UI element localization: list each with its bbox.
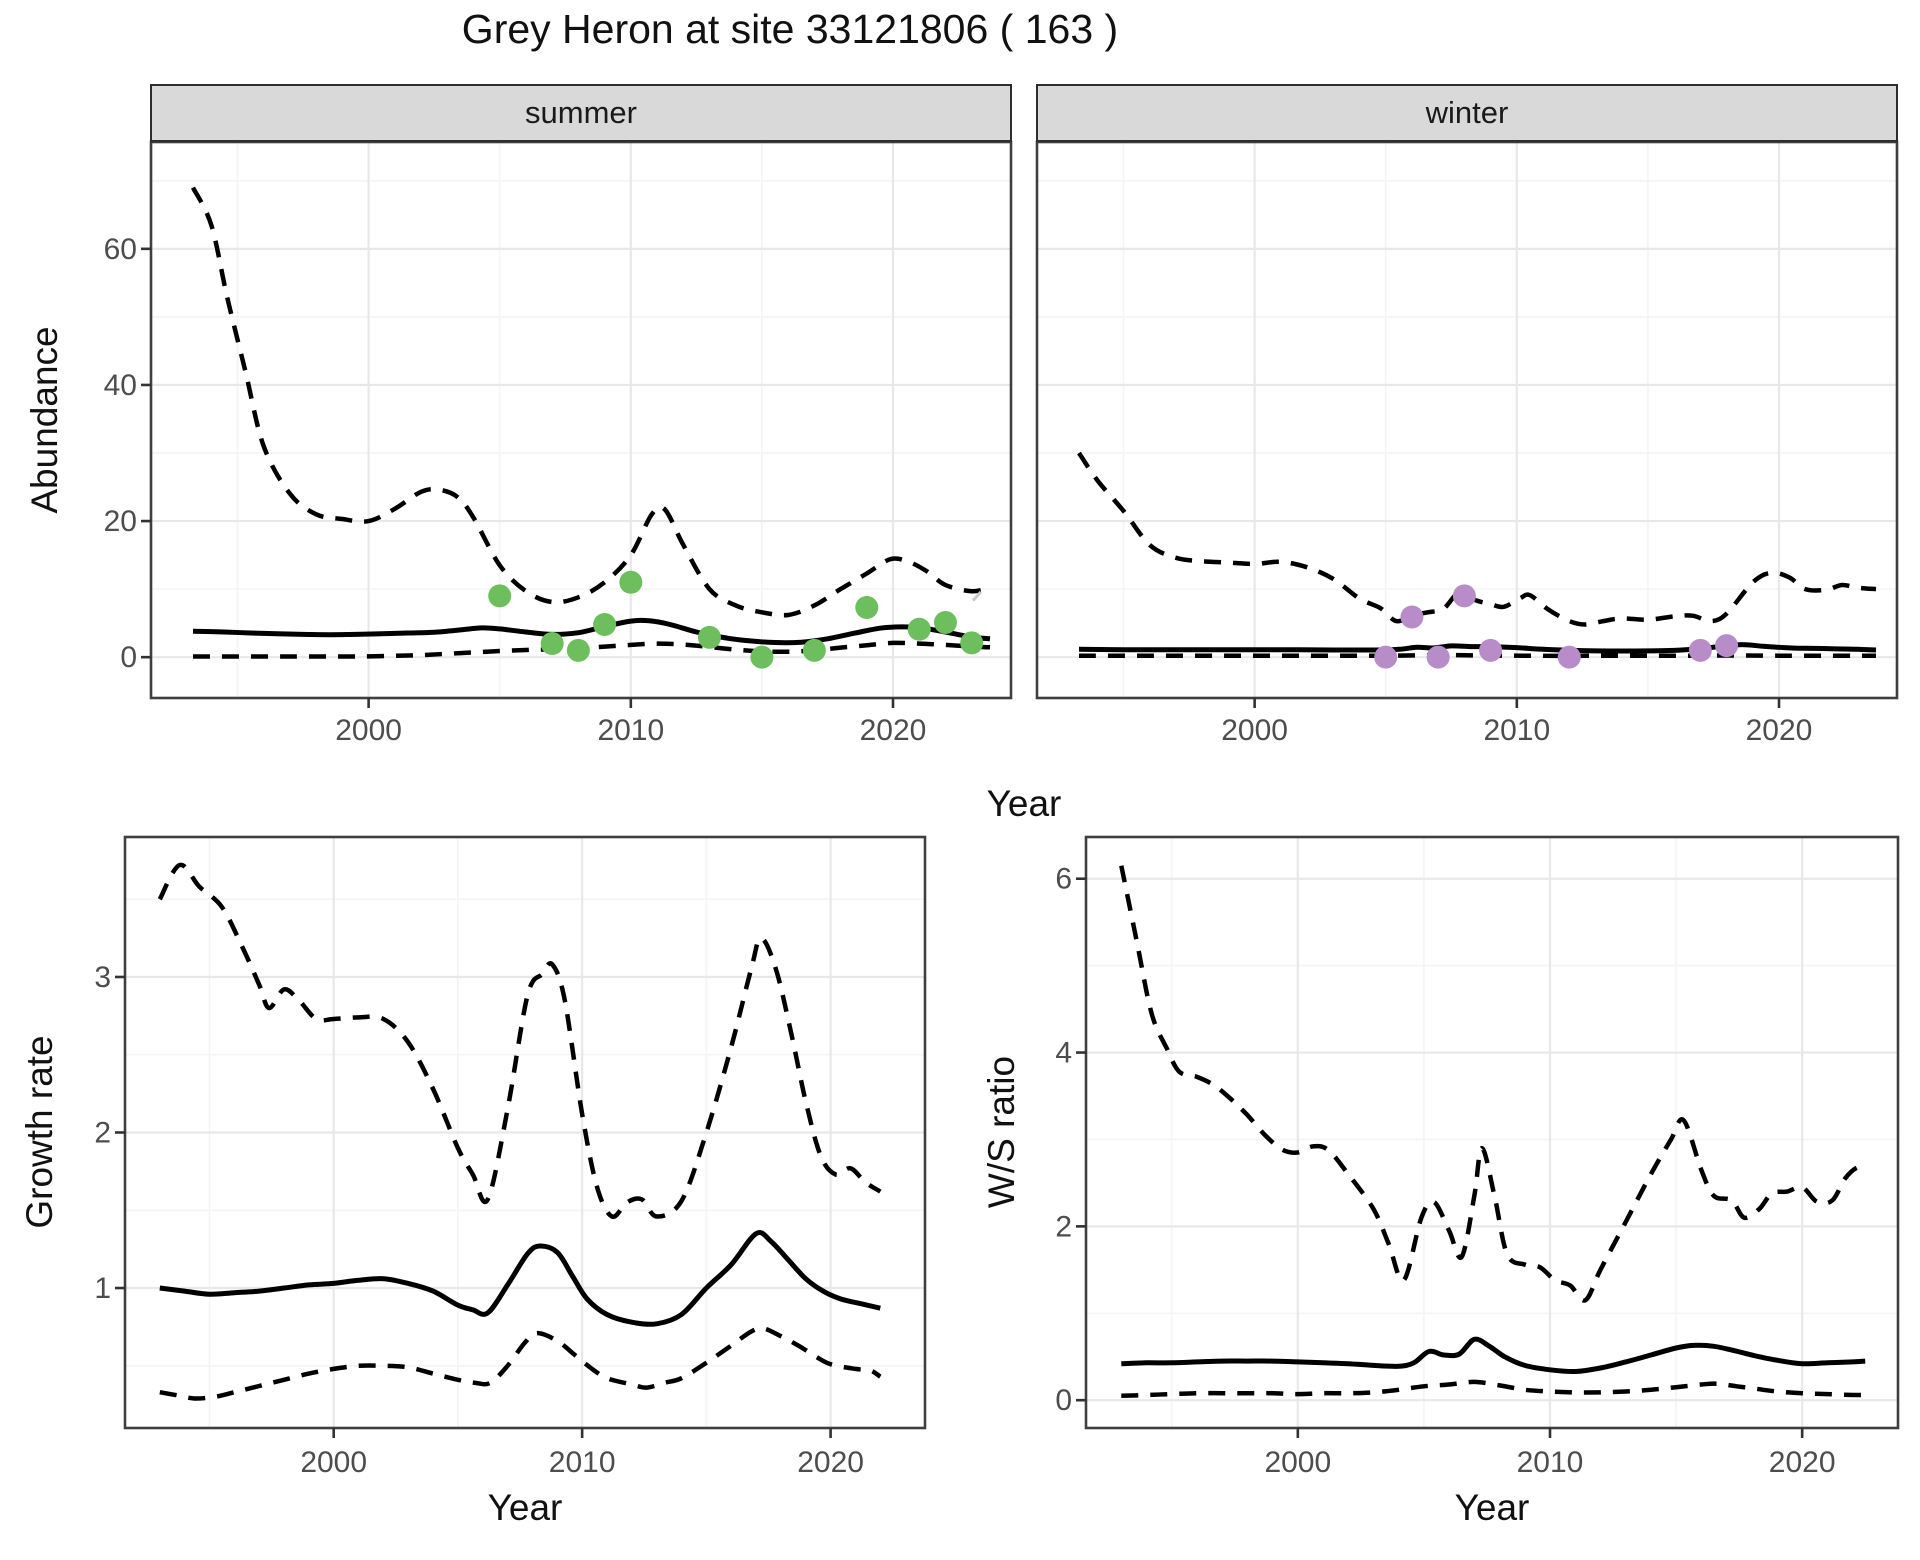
observation-point [1374,645,1398,669]
observation-points [1374,584,1739,669]
chart-title: Grey Heron at site 33121806 ( 163 ) [461,6,1119,52]
panel-winter: 2000 2010 2020 [1035,140,1899,747]
x-tick-label: 2020 [1769,1446,1836,1479]
facet-label-winter: winter [1425,95,1509,130]
series-lines [190,186,991,659]
series-upper_ci [190,186,991,618]
observation-point [593,613,617,637]
series-lines [157,862,882,1401]
series-estimate [159,1230,881,1327]
series-estimate [1121,1336,1866,1375]
series-upper_ci [1119,865,1867,1303]
y-tick-label: 1 [94,1272,111,1305]
axis-ticks: 2000 2010 2020 [1221,698,1812,747]
series-lines [1077,451,1877,659]
panel-border [149,140,1013,700]
gridlines [151,142,1011,698]
y-tick-label: 0 [1055,1384,1072,1417]
x-tick-label: 2020 [797,1446,864,1479]
observation-point [1426,645,1450,669]
series-lower_ci [1079,652,1876,659]
y-axis-title-abundance: Abundance [24,326,65,514]
observation-point [1452,584,1476,608]
y-tick-label: 40 [104,369,137,402]
observation-point [1715,634,1739,658]
observation-point [855,595,879,619]
x-tick-label: 2000 [335,714,402,747]
series-lower_ci [193,640,991,659]
observation-point [802,638,826,662]
x-tick-label: 2010 [597,714,664,747]
observation-point [1688,638,1712,662]
x-axis-title-year-top: Year [986,783,1062,824]
gridlines [1086,837,1898,1428]
series-lines [1119,865,1867,1399]
facet-strip-winter: winter [1036,84,1898,142]
observation-point [1400,605,1424,629]
x-tick-label: 2010 [1517,1446,1584,1479]
series-upper_ci [1077,451,1877,627]
observation-points [488,570,984,669]
y-axis-title-ws-ratio: W/S ratio [981,1055,1022,1209]
panel-w-s-ratio: 2000 2010 2020 0 2 4 6 [1055,835,1900,1479]
x-tick-label: 2000 [1221,714,1288,747]
axis-ticks: 2000 2010 2020 0 20 40 60 [104,233,927,747]
observation-point [750,645,774,669]
x-axis-title-year-growth: Year [487,1487,563,1528]
x-axis-title-year-ws: Year [1454,1487,1530,1528]
x-tick-label: 2000 [1264,1446,1331,1479]
y-tick-label: 0 [120,641,137,674]
y-tick-label: 6 [1055,863,1072,896]
y-tick-label: 20 [104,505,137,538]
x-tick-label: 2010 [1483,714,1550,747]
observation-point [960,631,984,655]
observation-point [488,584,512,608]
axis-ticks: 2000 2010 2020 0 2 4 6 [1055,863,1835,1479]
facet-strip-summer: summer [150,84,1012,142]
series-upper_ci [157,862,882,1219]
observation-point [907,617,931,641]
facet-label-summer: summer [525,95,637,130]
gridlines [1037,142,1897,698]
axis-ticks: 2000 2010 2020 1 2 3 [94,961,864,1479]
y-tick-label: 2 [94,1117,111,1150]
panel-border [1084,835,1900,1430]
series-lower_ci [1121,1379,1866,1399]
observation-point [1557,645,1581,669]
series-lower_ci [159,1325,882,1401]
panel-border [1035,140,1899,700]
x-tick-label: 2010 [549,1446,616,1479]
panel-growth-rate: 2000 2010 2020 1 2 3 [94,835,927,1479]
observation-point [619,570,643,594]
observation-point [933,610,957,634]
gridlines [125,837,925,1428]
stray-mark [971,590,982,602]
x-tick-label: 2000 [300,1446,367,1479]
observation-point [1479,638,1503,662]
observation-point [566,638,590,662]
x-tick-label: 2020 [1746,714,1813,747]
panel-summer: 2000 2010 2020 0 20 40 60 [104,140,1013,747]
y-tick-label: 4 [1055,1037,1072,1070]
observation-point [540,632,564,656]
y-tick-label: 60 [104,233,137,266]
series-estimate [1078,642,1877,654]
y-tick-label: 3 [94,961,111,994]
y-axis-title-growth-rate: Growth rate [19,1035,60,1229]
y-tick-label: 2 [1055,1210,1072,1243]
series-estimate [192,617,991,646]
observation-point [697,625,721,649]
x-tick-label: 2020 [860,714,927,747]
